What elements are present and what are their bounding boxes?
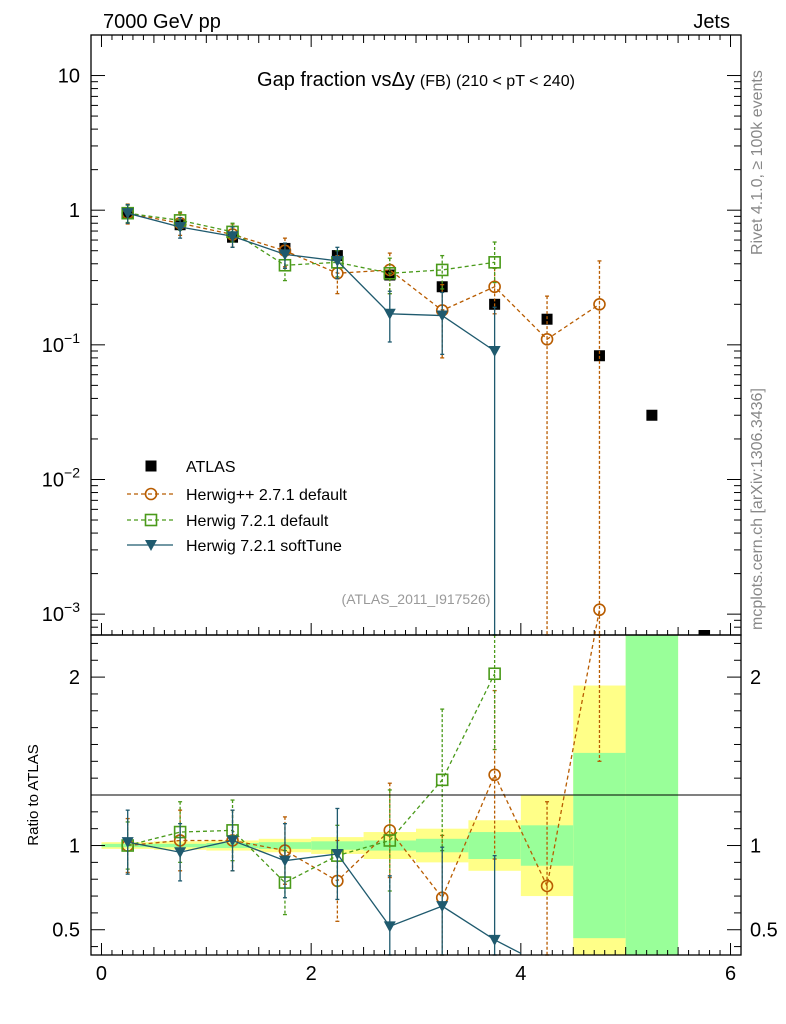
main-point (488, 345, 501, 357)
ratio-point (383, 921, 396, 933)
rivet-side-label: Rivet 4.1.0, ≥ 100k events (749, 70, 766, 255)
ratio-ylabel: Ratio to ATLAS (25, 744, 42, 845)
data-series (121, 203, 710, 956)
main-point (383, 308, 396, 320)
main-point (593, 298, 606, 311)
main-point (488, 280, 501, 294)
legend-marker (145, 540, 157, 551)
legend-item-1: Herwig++ 2.7.1 default (127, 487, 348, 504)
main-point (121, 208, 134, 220)
main-point (331, 255, 344, 267)
main-point (593, 350, 605, 362)
main-point (226, 231, 239, 243)
legend-item-3: Herwig 7.2.1 softTune (127, 538, 342, 555)
ratio-ytick-label-right: 1 (750, 836, 761, 858)
legend: ATLAS Herwig++ 2.7.1 default Herwig 7.2.1 … (127, 459, 348, 555)
ratio-ytick-label: 2 (69, 667, 80, 689)
main-point (436, 310, 449, 322)
ratio-point (436, 901, 449, 913)
ratio-line (127, 673, 496, 884)
legend-label: Herwig 7.2.1 default (186, 513, 329, 530)
legend-marker (144, 513, 158, 527)
legend-marker (145, 460, 157, 472)
mcplots-side-label: mcplots.cern.ch [arXiv:1306.3436] (749, 388, 766, 630)
legend-label: ATLAS (186, 459, 236, 476)
main-point (698, 630, 710, 635)
main-point (383, 266, 397, 280)
ratio-point (540, 879, 554, 893)
ratio-point (435, 773, 449, 787)
main-line (127, 212, 495, 352)
main-point (540, 332, 554, 346)
ratio-point (331, 848, 344, 860)
title-range: (210 < pT < 240) (456, 73, 575, 90)
main-ytick-label: 10−1 (42, 330, 80, 357)
ratio-ytick-label: 1 (69, 836, 80, 858)
header-left: 7000 GeV pp (103, 11, 221, 33)
legend-label: Herwig 7.2.1 softTune (186, 538, 342, 555)
ratio-point (488, 667, 501, 681)
axis-labels: 10 1 10−1 10−2 10−3 0 2 4 6 0.5 0.5 1 1 2 2 (42, 66, 778, 985)
ratio-point (121, 837, 134, 849)
xtick-label: 6 (725, 963, 736, 985)
xtick-label: 4 (515, 963, 526, 985)
ratio-line (127, 609, 601, 900)
main-ytick-label: 10−2 (42, 464, 80, 491)
main-line (127, 212, 495, 274)
xtick-label: 2 (306, 963, 317, 985)
main-ytick-label: 1 (69, 200, 80, 222)
main-point (488, 256, 501, 269)
title-fb: (FB) (420, 73, 451, 90)
ratio-point (226, 835, 239, 847)
main-ytick-label: 10−3 (42, 599, 80, 626)
main-point (278, 249, 291, 261)
main-point (646, 409, 658, 421)
legend-item-2: Herwig 7.2.1 default (127, 513, 329, 530)
main-ytick-label: 10 (58, 66, 80, 88)
xtick-label: 0 (96, 963, 107, 985)
legend-item-0: ATLAS (145, 459, 236, 476)
ratio-point (593, 603, 606, 617)
main-line (127, 212, 600, 341)
watermark: (ATLAS_2011_I917526) (342, 591, 491, 607)
ratio-point (488, 768, 501, 782)
main-point (435, 263, 449, 277)
stat-band-9 (573, 752, 626, 939)
ratio-point (383, 834, 397, 847)
title-delta: Δy (392, 69, 415, 91)
ratio-ytick-label-right: 0.5 (750, 920, 778, 942)
header-right: Jets (693, 11, 730, 33)
chart-title: Gap fraction vsΔy (FB) (210 < pT < 240) (257, 69, 575, 91)
ratio-ytick-label-right: 2 (750, 667, 761, 689)
main-point (541, 313, 553, 325)
main-point (174, 222, 187, 234)
ratio-point (278, 855, 291, 867)
title-main: Gap fraction vs (257, 69, 392, 91)
legend-label: Herwig++ 2.7.1 default (186, 487, 348, 504)
legend-marker (144, 487, 158, 501)
ratio-ytick-label: 0.5 (52, 920, 80, 942)
ratio-point (488, 934, 501, 946)
ratio-point (174, 847, 187, 859)
